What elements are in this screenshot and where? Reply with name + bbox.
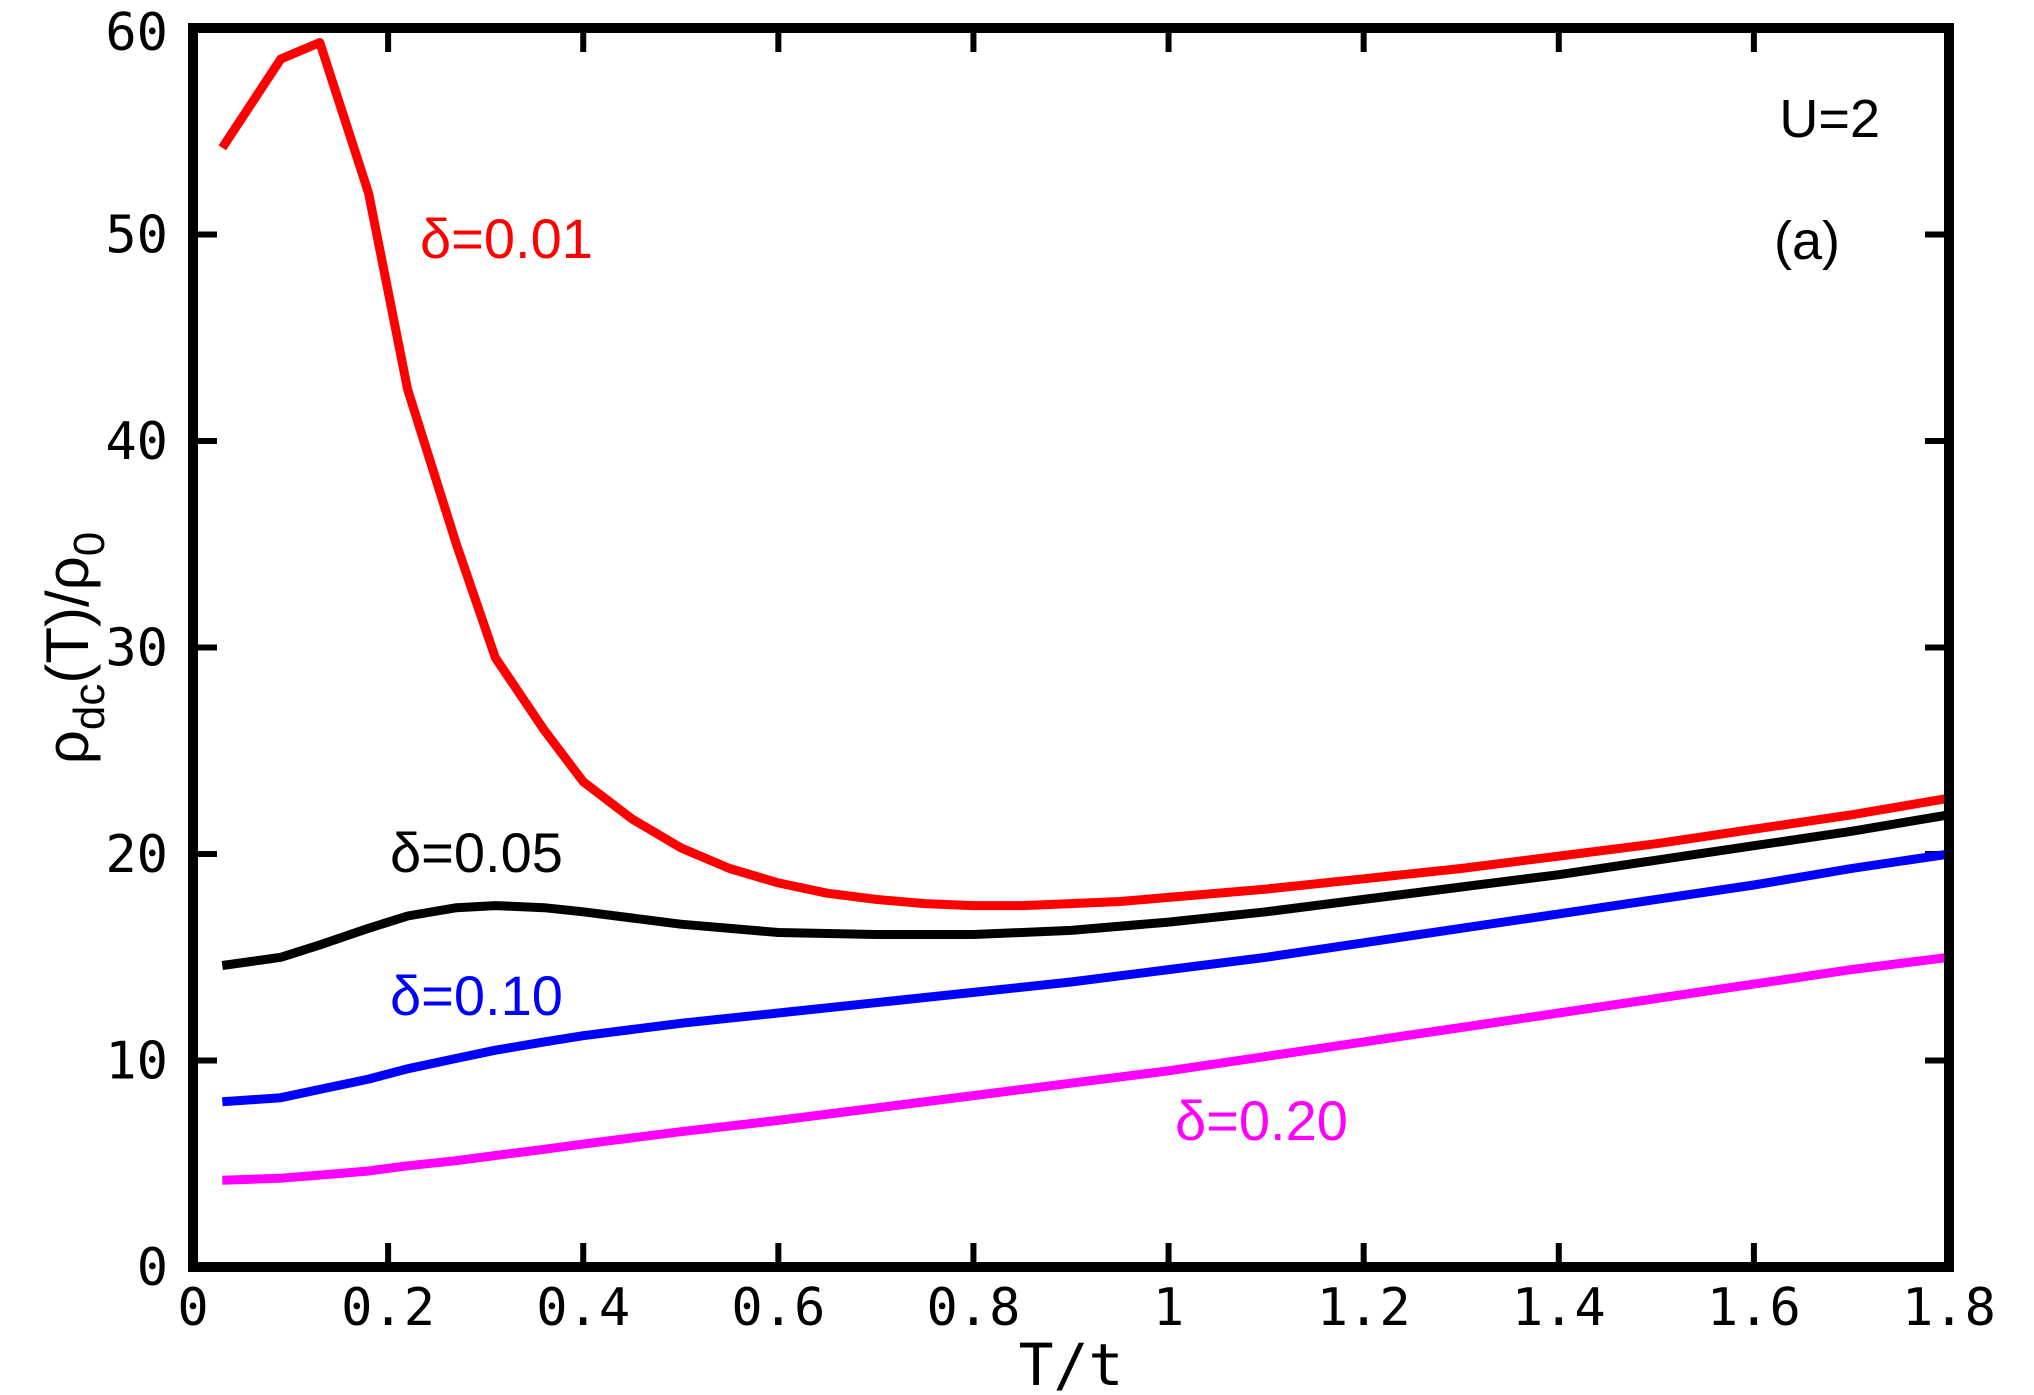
y-axis-title-sub1: dc <box>65 684 114 730</box>
annotation-panel-a: (a) <box>1774 211 1840 271</box>
x-tick-labels: 0 0.2 0.4 0.6 0.8 1 1.2 1.4 1.6 1.8 <box>177 1278 1996 1338</box>
y-axis-title-mid: (T)/ρ <box>34 556 101 683</box>
x-tick-label: 1 <box>1153 1278 1184 1338</box>
series-label-delta-001: δ=0.01 <box>420 207 593 270</box>
x-tick-label: 1.6 <box>1707 1278 1801 1338</box>
svg-text:ρdc(T)/ρ0: ρdc(T)/ρ0 <box>34 532 114 765</box>
x-tick-label: 0.2 <box>341 1278 435 1338</box>
y-axis-title-main: ρ <box>34 730 101 764</box>
y-tick-label: 10 <box>105 1032 168 1092</box>
series-line-0 <box>218 38 1950 911</box>
series-label-delta-005: δ=0.05 <box>390 821 563 884</box>
series-line-1 <box>221 810 1950 970</box>
y-tick-label: 0 <box>137 1238 168 1298</box>
annotation-u2: U=2 <box>1779 89 1880 149</box>
y-axis-title: ρdc(T)/ρ0 <box>34 532 114 765</box>
y-axis-title-sub2: 0 <box>65 532 114 556</box>
y-tick-label: 30 <box>105 619 168 679</box>
y-tick-label: 40 <box>105 412 168 472</box>
x-tick-label: 1.4 <box>1512 1278 1606 1338</box>
series-label-delta-020: δ=0.20 <box>1175 1089 1348 1152</box>
x-tick-label: 0 <box>177 1278 208 1338</box>
plot-frame <box>188 23 1954 1272</box>
y-tick-label: 20 <box>105 825 168 885</box>
y-tick-label: 50 <box>105 206 168 266</box>
x-tick-label: 1.8 <box>1902 1278 1996 1338</box>
x-axis-title: T/t <box>1019 1331 1124 1395</box>
series-line-3 <box>222 952 1950 1185</box>
series-line-2 <box>221 849 1950 1107</box>
y-tick-labels: 0 10 20 30 40 50 60 <box>105 3 168 1298</box>
x-tick-label: 0.6 <box>731 1278 825 1338</box>
series-label-delta-010: δ=0.10 <box>390 964 563 1027</box>
x-tick-label: 0.8 <box>926 1278 1020 1338</box>
y-tick-label: 60 <box>105 3 168 63</box>
x-tick-label: 1.2 <box>1317 1278 1411 1338</box>
series-lines <box>218 38 1950 1185</box>
x-tick-label: 0.4 <box>536 1278 630 1338</box>
